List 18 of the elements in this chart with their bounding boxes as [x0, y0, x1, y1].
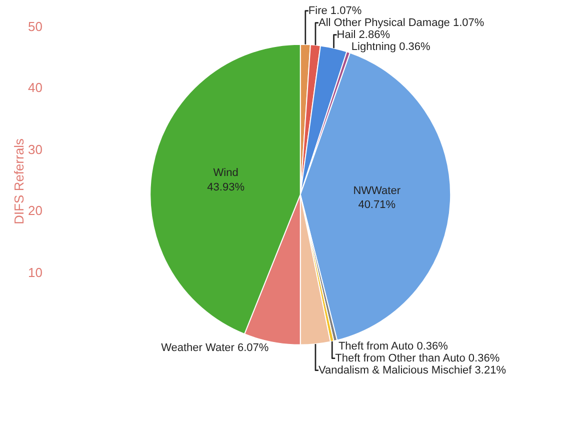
slice-label: Weather Water 6.07%	[161, 342, 269, 354]
slice-label: All Other Physical Damage 1.07%	[318, 16, 484, 29]
slice-label: Wind	[213, 167, 238, 180]
data-label: 40.71%	[358, 199, 396, 212]
text: 10	[28, 265, 42, 280]
slice-label: NWWater	[353, 184, 401, 197]
slice-label: Lightning 0.36%	[351, 40, 431, 53]
slice-label: Fire 1.07%	[308, 4, 362, 17]
text: 30	[28, 142, 42, 157]
slice-label: Vandalism & Malicious Mischief 3.21%	[318, 364, 506, 376]
slice-label: Theft from Other than Auto 0.36%	[335, 352, 500, 364]
text: DIFS Referrals	[12, 138, 27, 224]
data-label: 43.93%	[207, 181, 245, 194]
text: 50	[28, 19, 42, 34]
slice-label: Theft from Auto 0.36%	[338, 340, 448, 352]
slice-label: Hail 2.86%	[336, 28, 390, 41]
text: 20	[28, 203, 42, 218]
text: 40	[28, 80, 42, 95]
